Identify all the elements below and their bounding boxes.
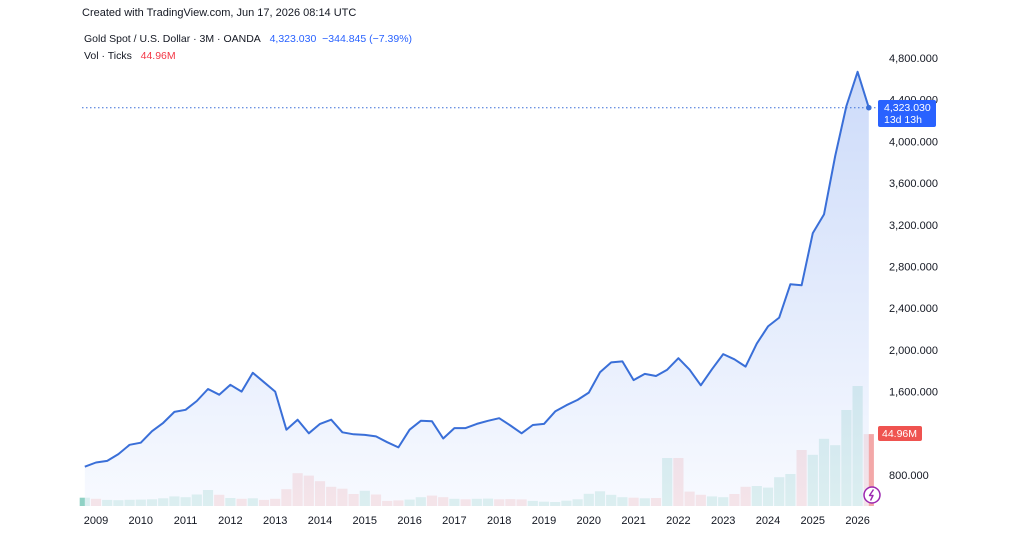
x-tick-label: 2016 [397,515,421,527]
symbol-name: Gold Spot / U.S. Dollar · 3M · OANDA [84,33,261,45]
x-tick-label: 2011 [174,515,198,527]
bar-countdown: 13d 13h [884,114,922,126]
price-area-fill [84,71,869,507]
x-tick-label: 2012 [218,515,242,527]
price-change: −344.845 (−7.39%) [322,33,413,45]
x-tick-label: 2014 [308,515,332,527]
lightning-icon[interactable] [863,486,881,504]
volume-tag: 44.96M [878,426,922,441]
y-tick-label: 3,600.000 [889,178,938,190]
x-tick-label: 2009 [84,515,108,527]
y-tick-label: 4,800.000 [889,53,938,65]
symbol-legend-row[interactable]: Gold Spot / U.S. Dollar · 3M · OANDA 4,3… [84,31,412,48]
price-line[interactable] [84,70,870,468]
x-tick-label: 2022 [666,515,690,527]
x-tick-label: 2024 [756,515,780,527]
x-tick-label: 2018 [487,515,511,527]
x-tick-label: 2020 [577,515,601,527]
time-axis[interactable]: 2009 2010 2011 2012 2013 2014 2015 2016 2017 2018… [84,515,870,527]
y-tick-label: 2,800.000 [889,262,938,274]
y-tick-label: 1,600.000 [889,387,938,399]
x-tick-label: 2025 [801,515,825,527]
volume-label: Vol · Ticks [84,50,132,62]
volume-value: 44.96M [140,50,176,62]
volume-bar [863,434,874,506]
y-tick-label: 800.000 [889,470,929,482]
last-price: 4,323.030 [269,33,317,45]
y-tick-label: 2,400.000 [889,303,938,315]
volume-bar [79,497,90,506]
x-tick-label: 2019 [532,515,556,527]
chart-credit: Created with TradingView.com, Jun 17, 20… [82,7,357,19]
price-tag-value: 4,323.030 [884,102,931,114]
y-tick-label: 3,200.000 [889,220,938,232]
x-tick-label: 2023 [711,515,735,527]
chart-legend: Gold Spot / U.S. Dollar · 3M · OANDA 4,3… [84,31,412,65]
x-tick-label: 2021 [621,515,645,527]
x-tick-label: 2026 [845,515,869,527]
y-tick-label: 4,000.000 [889,136,938,148]
volume-tag-value: 44.96M [882,428,917,440]
x-tick-label: 2010 [129,515,153,527]
price-tag: 4,323.030 13d 13h [878,100,936,127]
x-tick-label: 2015 [353,515,377,527]
volume-legend-row[interactable]: Vol · Ticks 44.96M [84,48,412,65]
x-tick-label: 2017 [442,515,466,527]
y-tick-label: 2,000.000 [889,345,938,357]
x-tick-label: 2013 [263,515,287,527]
last-price-marker [866,104,872,111]
